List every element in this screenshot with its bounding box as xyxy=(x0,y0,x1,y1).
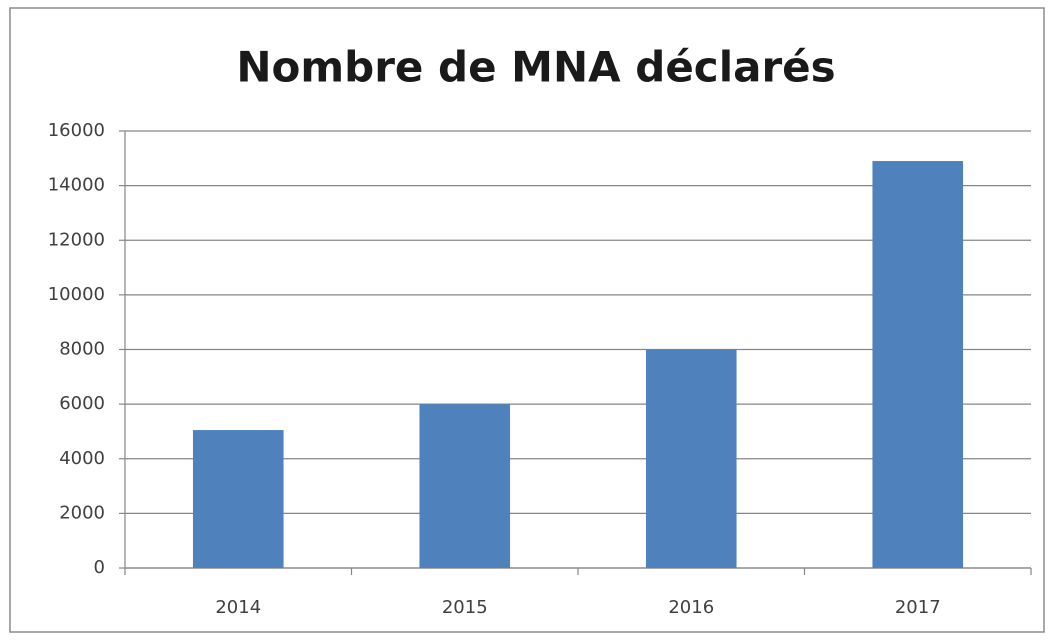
x-tick-label: 2016 xyxy=(668,597,714,618)
chart-title: Nombre de MNA déclarés xyxy=(236,43,835,92)
chart-border xyxy=(9,7,1045,633)
y-tick-label: 6000 xyxy=(59,393,105,414)
y-tick-label: 0 xyxy=(94,557,105,578)
y-tick-label: 14000 xyxy=(48,175,105,196)
x-tick-label: 2014 xyxy=(215,597,261,618)
bar xyxy=(192,430,284,568)
y-tick-label: 12000 xyxy=(48,229,105,250)
y-tick-label: 10000 xyxy=(48,284,105,305)
bar xyxy=(872,161,964,568)
y-tick-label: 16000 xyxy=(48,120,105,141)
bar xyxy=(645,349,737,568)
x-tick-label: 2017 xyxy=(895,597,941,618)
bar xyxy=(419,404,511,568)
y-tick-label: 8000 xyxy=(59,339,105,360)
y-tick-label: 2000 xyxy=(59,502,105,523)
y-tick-label: 4000 xyxy=(59,448,105,469)
x-tick-label: 2015 xyxy=(442,597,488,618)
